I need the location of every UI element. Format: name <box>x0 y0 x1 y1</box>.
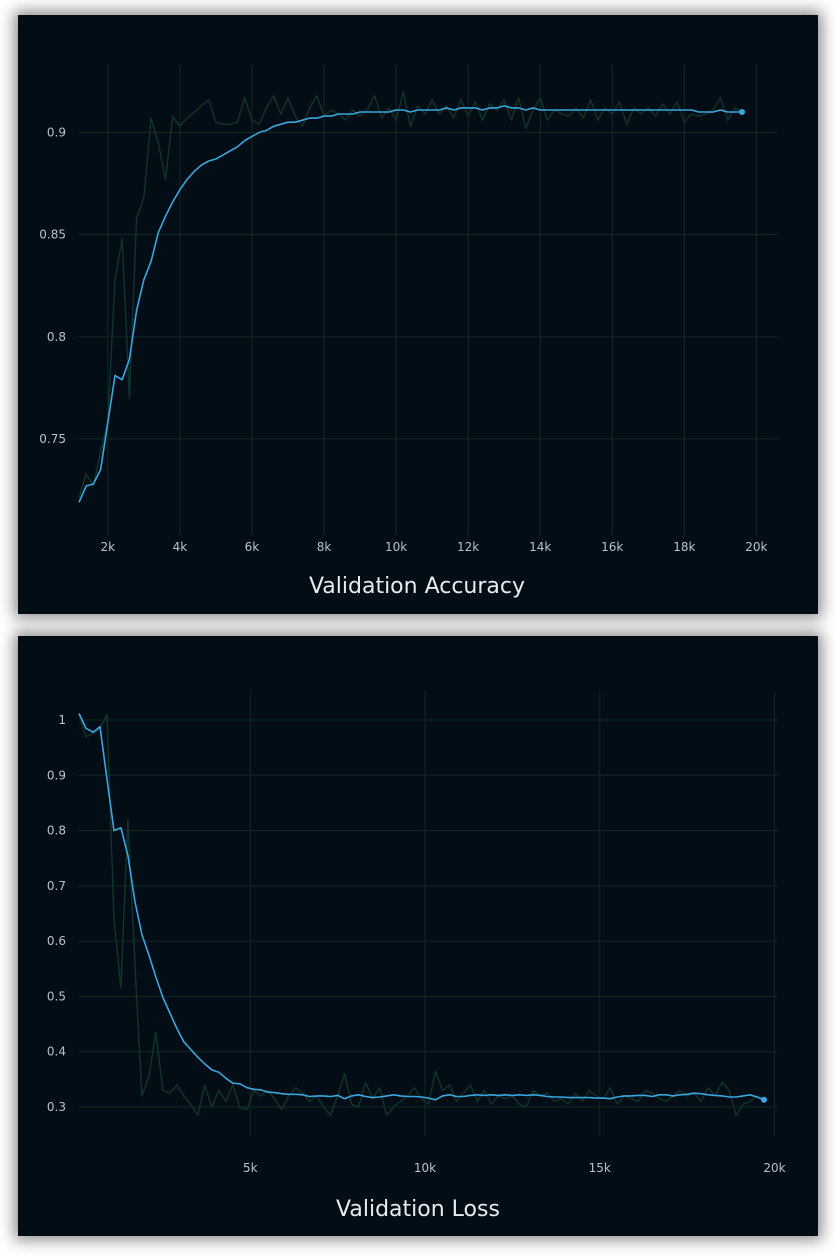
x-tick-label: 10k <box>414 1161 436 1175</box>
y-tick-label: 0.85 <box>39 228 66 242</box>
y-axis-ticks: 0.3 0.4 0.5 0.6 0.7 0.8 0.9 1 <box>47 713 66 1114</box>
x-tick-label: 18k <box>673 540 695 554</box>
x-tick-label: 10k <box>385 540 407 554</box>
y-tick-label: 0.8 <box>47 824 66 838</box>
smoothed-series <box>78 105 745 503</box>
x-tick-label: 5k <box>243 1161 258 1175</box>
validation-loss-panel: 5k 10k 15k 20k 0.3 0.4 0.5 0.6 0.7 0.8 0.9 1 Valid… <box>18 636 818 1236</box>
validation-accuracy-panel: 2k 4k 6k 8k 10k 12k 14k 16k 18k 20k 0.75 0.8 0.85 0.… <box>18 15 818 614</box>
x-tick-label: 4k <box>173 540 188 554</box>
y-tick-label: 0.9 <box>47 125 66 139</box>
validation-loss-chart: 5k 10k 15k 20k 0.3 0.4 0.5 0.6 0.7 0.8 0.9 1 Valid… <box>47 691 786 1222</box>
y-tick-label: 1 <box>58 713 66 727</box>
x-tick-label: 20k <box>745 540 767 554</box>
smoothed-series <box>78 713 768 1103</box>
raw-series <box>78 713 765 1116</box>
chart-title: Validation Accuracy <box>309 574 525 599</box>
x-tick-label: 15k <box>589 1161 611 1175</box>
y-tick-label: 0.75 <box>39 432 66 446</box>
x-axis-ticks: 5k 10k 15k 20k <box>243 1161 786 1175</box>
x-tick-label: 6k <box>245 540 260 554</box>
smoothed-line <box>78 713 765 1101</box>
last-point-marker <box>738 109 745 115</box>
grid <box>79 691 778 1136</box>
y-tick-label: 0.4 <box>47 1045 66 1059</box>
grid <box>79 65 778 535</box>
x-tick-label: 12k <box>457 540 479 554</box>
y-axis-ticks: 0.75 0.8 0.85 0.9 <box>39 125 66 446</box>
chart-title: Validation Loss <box>336 1197 500 1222</box>
x-axis-ticks: 2k 4k 6k 8k 10k 12k 14k 16k 18k 20k <box>101 540 768 554</box>
raw-line <box>78 90 743 499</box>
y-tick-label: 0.6 <box>47 934 66 948</box>
x-tick-label: 20k <box>763 1161 785 1175</box>
y-tick-label: 0.5 <box>47 989 66 1003</box>
x-tick-label: 14k <box>529 540 551 554</box>
y-tick-label: 0.8 <box>47 330 66 344</box>
y-tick-label: 0.7 <box>47 879 66 893</box>
last-point-marker <box>761 1096 768 1103</box>
validation-accuracy-chart: 2k 4k 6k 8k 10k 12k 14k 16k 18k 20k 0.750.80.850.… <box>39 65 778 599</box>
x-tick-label: 8k <box>317 540 332 554</box>
y-tick-label: 0.3 <box>47 1100 66 1114</box>
y-tick-label: 0.9 <box>47 768 66 782</box>
x-tick-label: 2k <box>101 540 116 554</box>
x-tick-label: 16k <box>601 540 623 554</box>
raw-series <box>78 90 743 499</box>
smoothed-line <box>78 105 742 503</box>
raw-line <box>78 713 765 1116</box>
